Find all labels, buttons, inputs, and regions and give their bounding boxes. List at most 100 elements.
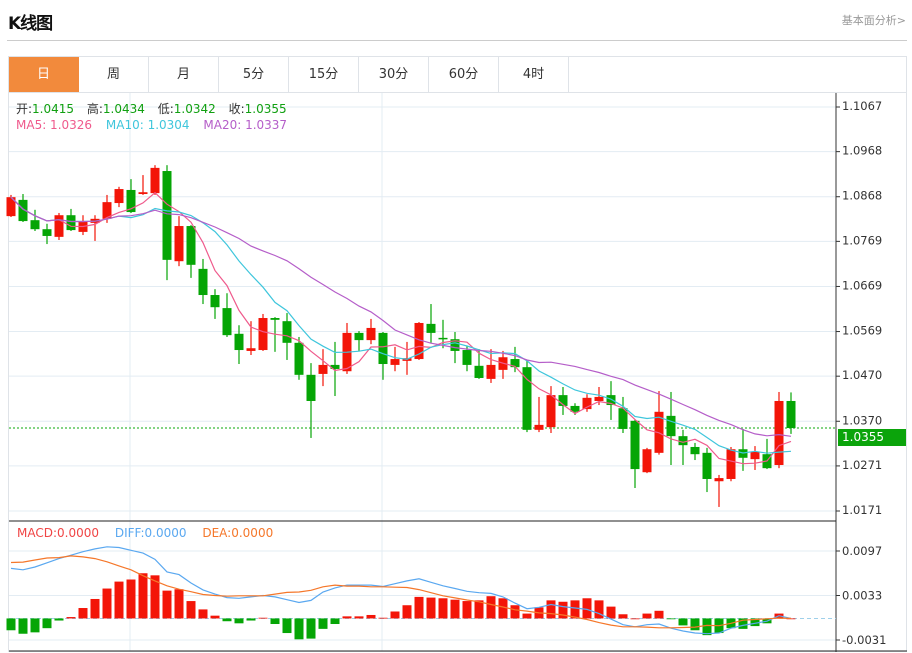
macd-bar: [318, 618, 328, 629]
price-tick-label: 1.0569: [842, 324, 882, 338]
tab-4hour[interactable]: 4时: [499, 57, 569, 92]
macd-bar: [606, 606, 616, 619]
macd-bar: [354, 616, 364, 619]
macd-bar: [690, 618, 700, 631]
candle-body: [366, 327, 376, 341]
price-tick-label: 1.0470: [842, 368, 882, 382]
candle-body: [306, 374, 316, 401]
macd-bar: [402, 605, 412, 619]
candle-body: [42, 229, 52, 236]
macd-tick-label: -0.0031: [842, 633, 886, 647]
page-title: K线图: [8, 14, 53, 34]
price-tick-label: 1.0271: [842, 458, 882, 472]
candle-body: [30, 220, 40, 230]
price-tick-label: 1.1067: [842, 99, 882, 113]
candle-body: [186, 226, 196, 265]
macd-bar: [258, 617, 268, 619]
candle-body: [246, 348, 256, 351]
macd-bar: [234, 618, 244, 624]
candle-body: [354, 332, 364, 341]
macd-bar: [642, 613, 652, 619]
close-value: 1.0355: [244, 102, 287, 116]
macd-bar: [102, 588, 112, 619]
tab-month[interactable]: 月: [149, 57, 219, 92]
macd-bar: [198, 609, 208, 619]
candle-body: [114, 189, 124, 204]
price-tick-label: 1.0968: [842, 144, 882, 158]
candle-body: [750, 451, 760, 460]
macd-bar: [66, 617, 76, 619]
candle-body: [630, 420, 640, 470]
header-divider: [7, 40, 907, 41]
tab-15min[interactable]: 15分: [289, 57, 359, 92]
macd-tick-label: 0.0097: [842, 544, 882, 558]
macd-bar: [222, 618, 232, 622]
candle-body: [330, 364, 340, 369]
fundamental-analysis-link[interactable]: 基本面分析>: [841, 14, 906, 27]
macd-bar: [126, 579, 136, 619]
macd-value: MACD:0.0000: [17, 526, 100, 540]
tab-30min[interactable]: 30分: [359, 57, 429, 92]
candle-body: [666, 415, 676, 437]
macd-bar: [42, 618, 52, 629]
candle-body: [414, 322, 424, 360]
candle-body: [582, 397, 592, 410]
candle-body: [534, 424, 544, 430]
macd-bar: [78, 608, 88, 619]
candle-body: [702, 452, 712, 479]
candle-body: [318, 364, 328, 374]
tab-5min[interactable]: 5分: [219, 57, 289, 92]
macd-bar: [390, 611, 400, 619]
candle-body: [162, 171, 172, 260]
dea-line: [10, 555, 792, 629]
macd-legend: MACD:0.0000 DIFF:0.0000 DEA:0.0000: [17, 526, 285, 540]
candle-body: [726, 449, 736, 479]
macd-bar: [294, 618, 304, 640]
low-label: 低:: [157, 102, 174, 116]
macd-bar: [570, 600, 580, 619]
candle-body: [258, 318, 268, 351]
price-tick-label: 1.0370: [842, 413, 882, 427]
macd-bar: [138, 573, 148, 619]
candle-body: [210, 295, 220, 308]
macd-bar: [378, 617, 388, 619]
macd-bar: [210, 615, 220, 619]
macd-bar: [630, 618, 640, 620]
candle-body: [282, 321, 292, 343]
macd-bar: [462, 601, 472, 619]
ma5-line: [10, 191, 792, 465]
candle-body: [138, 192, 148, 195]
macd-bar: [186, 601, 196, 619]
high-value: 1.0434: [102, 102, 145, 116]
macd-bar: [450, 599, 460, 619]
macd-bar: [150, 575, 160, 619]
candle-body: [426, 323, 436, 333]
close-label: 收:: [228, 102, 245, 116]
tab-week[interactable]: 周: [79, 57, 149, 92]
candle-body: [222, 308, 232, 336]
candle-body: [690, 446, 700, 455]
macd-bar: [30, 618, 40, 633]
dea-value: DEA:0.0000: [202, 526, 274, 540]
macd-bar: [498, 598, 508, 619]
candle-body: [510, 359, 520, 368]
candle-body: [390, 359, 400, 365]
candle-body: [378, 332, 388, 365]
macd-bar: [558, 601, 568, 619]
macd-bar: [474, 600, 484, 619]
ma20-value: MA20: 1.0337: [203, 118, 288, 132]
candle-body: [450, 339, 460, 351]
macd-bar: [6, 618, 16, 631]
macd-bar: [654, 610, 664, 619]
candle-body: [570, 405, 580, 412]
tab-day[interactable]: 日: [9, 57, 79, 92]
diff-value: DIFF:0.0000: [114, 526, 187, 540]
macd-bar: [414, 596, 424, 619]
tab-60min[interactable]: 60分: [429, 57, 499, 92]
candle-body: [102, 202, 112, 219]
candle-body: [234, 333, 244, 351]
macd-bar: [342, 616, 352, 619]
macd-bar: [426, 597, 436, 619]
price-tick-label: 1.0171: [842, 503, 882, 517]
